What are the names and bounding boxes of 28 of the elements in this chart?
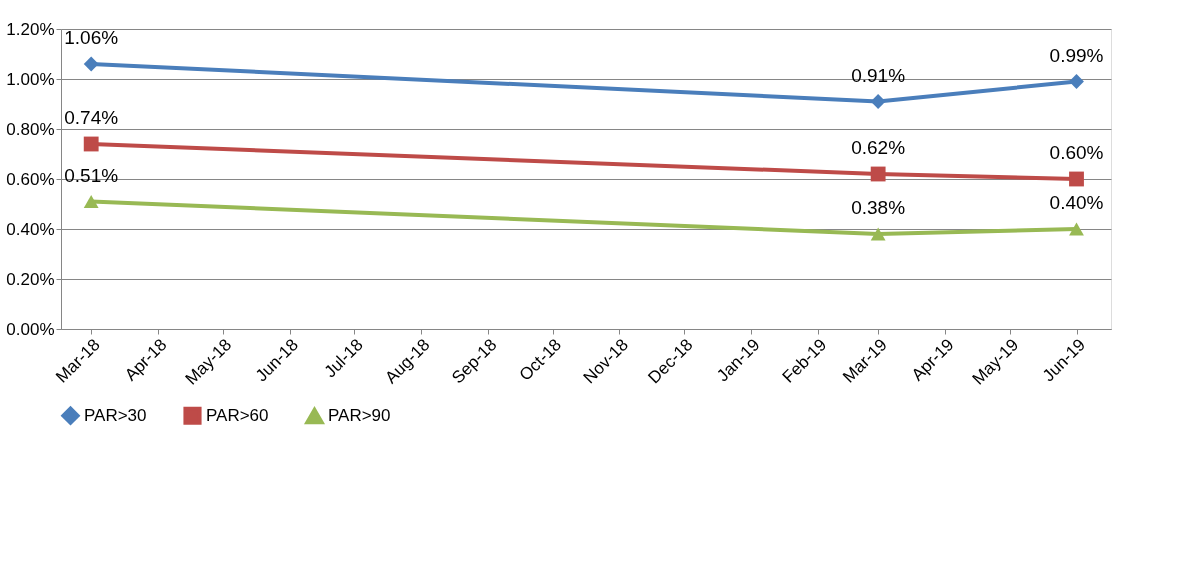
y-tick-label: 0.80% bbox=[6, 119, 55, 139]
point bbox=[870, 166, 886, 182]
data-label: 0.99% bbox=[1049, 44, 1104, 66]
point bbox=[83, 195, 99, 208]
data-label: 0.60% bbox=[1049, 142, 1104, 163]
point bbox=[83, 136, 99, 152]
point bbox=[1069, 222, 1084, 236]
data-label: 0.40% bbox=[1049, 192, 1104, 213]
y-tick-label: 0.60% bbox=[6, 169, 55, 189]
y-tick-label: 1.00% bbox=[6, 69, 55, 89]
point bbox=[870, 227, 886, 241]
data-label: 0.91% bbox=[851, 64, 906, 86]
y-tick-label: 0.00% bbox=[6, 319, 55, 339]
data-label: 1.06% bbox=[64, 27, 119, 48]
y-tick-label: 0.40% bbox=[6, 219, 55, 239]
point bbox=[1069, 171, 1084, 187]
y-tick-label: 0.20% bbox=[6, 269, 55, 289]
legend-label: PAR>90 bbox=[328, 406, 391, 426]
data-label: 0.74% bbox=[64, 107, 119, 128]
data-label: 0.38% bbox=[851, 197, 906, 218]
legend-label: PAR>60 bbox=[206, 405, 269, 425]
point bbox=[870, 94, 886, 109]
data-label: 0.51% bbox=[64, 164, 119, 186]
data-label: 0.62% bbox=[851, 137, 906, 158]
y-tick-label: 1.20% bbox=[6, 19, 55, 39]
legend-label: PAR>30 bbox=[84, 405, 147, 425]
point bbox=[83, 56, 99, 72]
point bbox=[1069, 74, 1084, 89]
